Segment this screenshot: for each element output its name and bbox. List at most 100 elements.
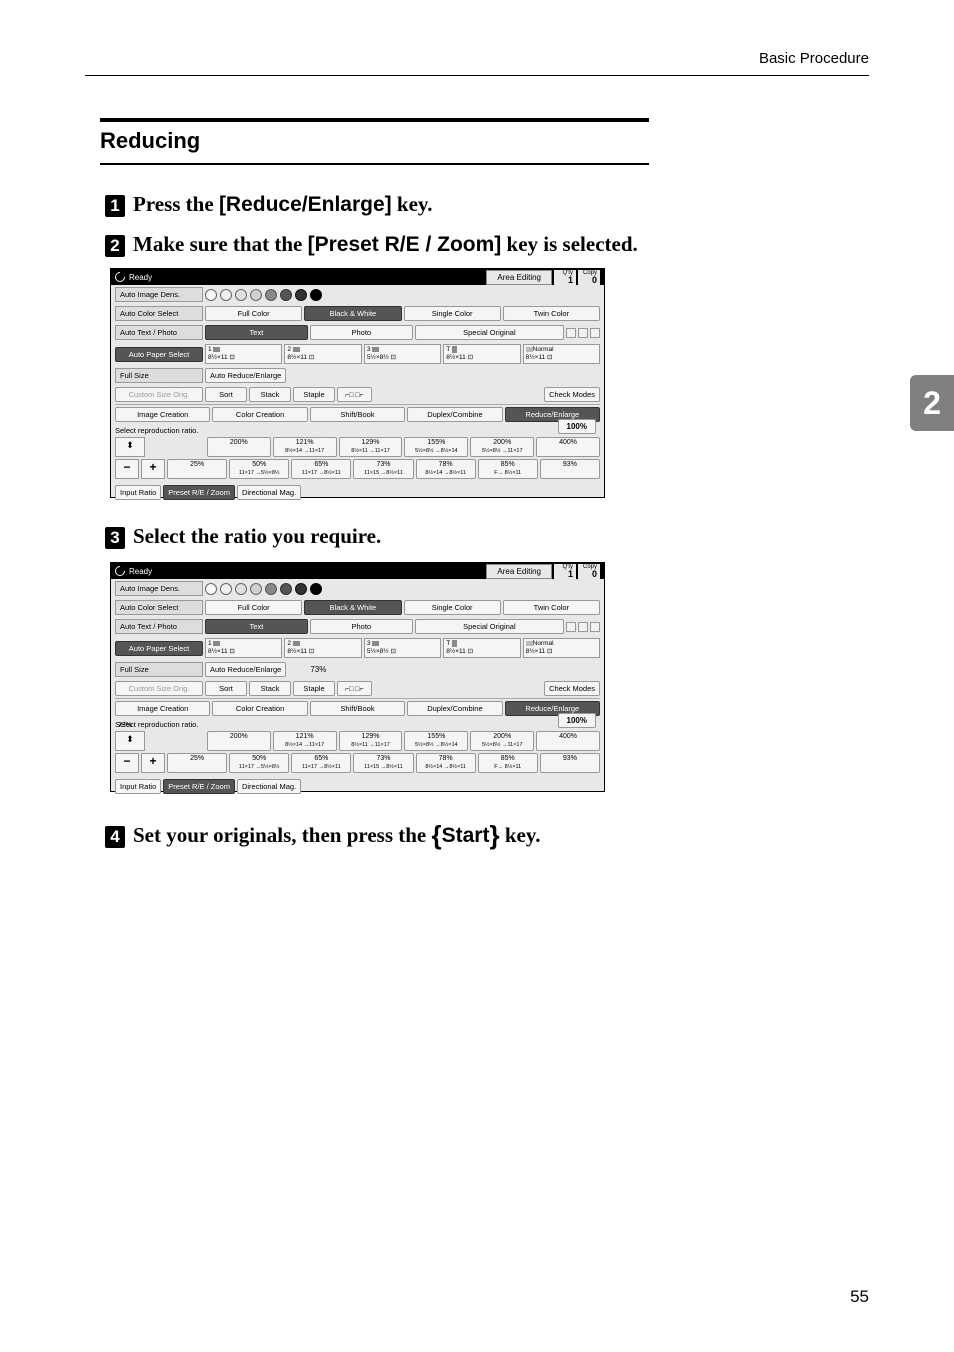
auto-text-photo-button-2[interactable]: Auto Text / Photo	[115, 619, 203, 634]
image-creation-tab-2[interactable]: Image Creation	[115, 701, 210, 716]
ratio-200-button[interactable]: 200%	[207, 437, 271, 457]
shift-book-tab-2[interactable]: Shift/Book	[310, 701, 405, 716]
auto-paper-select-button[interactable]: Auto Paper Select	[115, 347, 203, 362]
ratio-25-button[interactable]: 25%	[167, 459, 227, 479]
ratio-155-button-2[interactable]: 155%5½×8½ →8½×14	[404, 731, 468, 751]
ratio-50-button[interactable]: 50%11×17 →5½×8½	[229, 459, 289, 479]
directional-mag-button[interactable]: Directional Mag.	[237, 485, 301, 500]
ratio-100-button-2[interactable]: 100%	[558, 713, 596, 728]
ratio-78-button-2[interactable]: 78%8½×14 →8½×11	[416, 753, 476, 773]
image-creation-tab[interactable]: Image Creation	[115, 407, 210, 422]
plus-button-2[interactable]: +	[141, 753, 165, 773]
color-creation-tab[interactable]: Color Creation	[212, 407, 307, 422]
paper-tray-4b[interactable]: T 8½×11 ⊡	[443, 638, 520, 658]
preset-re-zoom-button[interactable]: Preset R/E / Zoom	[163, 485, 235, 500]
ratio-up-down-button-2[interactable]: 73%⬍	[115, 731, 145, 751]
staple-position-button[interactable]: ⌐□ □⌐	[337, 387, 372, 402]
paper-tray-bypass[interactable]: Normal8½×11 ⊡	[523, 344, 600, 364]
ratio-73-button-2-selected[interactable]: 73%11×15 →8½×11	[353, 753, 413, 773]
staple-button-2[interactable]: Staple	[293, 681, 335, 696]
ratio-up-down-button[interactable]: ⬍	[115, 437, 145, 457]
auto-reduce-enlarge-button[interactable]: Auto Reduce/Enlarge	[205, 368, 286, 383]
ratio-85-button[interactable]: 85%F→ 8½×11	[478, 459, 538, 479]
auto-color-select-button-2[interactable]: Auto Color Select	[115, 600, 203, 615]
single-color-button[interactable]: Single Color	[404, 306, 501, 321]
ratio-400-button-2[interactable]: 400%	[536, 731, 600, 751]
ratio-65-button[interactable]: 65%11×17 →8½×11	[291, 459, 351, 479]
single-color-button-2[interactable]: Single Color	[404, 600, 501, 615]
density-scale[interactable]	[205, 289, 322, 301]
photo-button-2[interactable]: Photo	[310, 619, 413, 634]
input-ratio-button-2[interactable]: Input Ratio	[115, 779, 161, 794]
ratio-25-button-2[interactable]: 25%	[167, 753, 227, 773]
ratio-93-button-2[interactable]: 93%	[540, 753, 600, 773]
color-creation-tab-2[interactable]: Color Creation	[212, 701, 307, 716]
auto-paper-select-button-2[interactable]: Auto Paper Select	[115, 641, 203, 656]
preset-re-zoom-button-2[interactable]: Preset R/E / Zoom	[163, 779, 235, 794]
black-white-button-2[interactable]: Black & White	[304, 600, 401, 615]
auto-text-photo-button[interactable]: Auto Text / Photo	[115, 325, 203, 340]
area-editing-button[interactable]: Area Editing	[486, 270, 552, 285]
orient-icon-3b[interactable]	[590, 622, 600, 632]
orient-icon-3[interactable]	[590, 328, 600, 338]
ratio-78-button[interactable]: 78%8½×14 →8½×11	[416, 459, 476, 479]
duplex-combine-tab-2[interactable]: Duplex/Combine	[407, 701, 502, 716]
black-white-button[interactable]: Black & White	[304, 306, 401, 321]
ratio-200b-button[interactable]: 200%5½×8½ →11×17	[470, 437, 534, 457]
stack-button-2[interactable]: Stack	[249, 681, 291, 696]
auto-image-density-button[interactable]: Auto Image Dens.	[115, 287, 203, 302]
ratio-100-button[interactable]: 100%	[558, 419, 596, 434]
ratio-129-button-2[interactable]: 129%8½×11 →11×17	[339, 731, 403, 751]
paper-tray-1[interactable]: 1 8½×11 ⊡	[205, 344, 282, 364]
ratio-50-button-2[interactable]: 50%11×17 →5½×8½	[229, 753, 289, 773]
paper-tray-1b[interactable]: 1 8½×11 ⊡	[205, 638, 282, 658]
ratio-200b-button-2[interactable]: 200%5½×8½ →11×17	[470, 731, 534, 751]
paper-tray-3b[interactable]: 3 5½×8½ ⊡	[364, 638, 441, 658]
auto-color-select-button[interactable]: Auto Color Select	[115, 306, 203, 321]
input-ratio-button[interactable]: Input Ratio	[115, 485, 161, 500]
minus-button-2[interactable]: −	[115, 753, 139, 773]
auto-reduce-enlarge-button-2[interactable]: Auto Reduce/Enlarge	[205, 662, 286, 677]
custom-size-orig-button[interactable]: Custom Size Orig.	[115, 387, 203, 402]
area-editing-button-2[interactable]: Area Editing	[486, 564, 552, 579]
photo-button[interactable]: Photo	[310, 325, 413, 340]
twin-color-button-2[interactable]: Twin Color	[503, 600, 600, 615]
full-color-button[interactable]: Full Color	[205, 306, 302, 321]
special-original-button-2[interactable]: Special Original	[415, 619, 564, 634]
plus-button[interactable]: +	[141, 459, 165, 479]
paper-tray-3[interactable]: 3 5½×8½ ⊡	[364, 344, 441, 364]
twin-color-button[interactable]: Twin Color	[503, 306, 600, 321]
full-color-button-2[interactable]: Full Color	[205, 600, 302, 615]
ratio-200-button-2[interactable]: 200%	[207, 731, 271, 751]
density-scale-2[interactable]	[205, 583, 322, 595]
orient-icon-2b[interactable]	[578, 622, 588, 632]
ratio-129-button[interactable]: 129%8½×11 →11×17	[339, 437, 403, 457]
custom-size-orig-button-2[interactable]: Custom Size Orig.	[115, 681, 203, 696]
paper-tray-2b[interactable]: 2 8½×11 ⊡	[284, 638, 361, 658]
ratio-400-button[interactable]: 400%	[536, 437, 600, 457]
minus-button[interactable]: −	[115, 459, 139, 479]
ratio-121-button[interactable]: 121%8½×14 →11×17	[273, 437, 337, 457]
text-button-2[interactable]: Text	[205, 619, 308, 634]
full-size-button-2[interactable]: Full Size	[115, 662, 203, 677]
sort-button[interactable]: Sort	[205, 387, 247, 402]
directional-mag-button-2[interactable]: Directional Mag.	[237, 779, 301, 794]
sort-button-2[interactable]: Sort	[205, 681, 247, 696]
paper-tray-4[interactable]: T 8½×11 ⊡	[443, 344, 520, 364]
staple-position-button-2[interactable]: ⌐□ □⌐	[337, 681, 372, 696]
ratio-93-button[interactable]: 93%	[540, 459, 600, 479]
orient-icon-2[interactable]	[578, 328, 588, 338]
paper-tray-bypass-b[interactable]: Normal8½×11 ⊡	[523, 638, 600, 658]
orient-icon-1b[interactable]	[566, 622, 576, 632]
special-original-button[interactable]: Special Original	[415, 325, 564, 340]
ratio-65-button-2[interactable]: 65%11×17 →8½×11	[291, 753, 351, 773]
ratio-121-button-2[interactable]: 121%8½×14 →11×17	[273, 731, 337, 751]
auto-image-density-button-2[interactable]: Auto Image Dens.	[115, 581, 203, 596]
orient-icon-1[interactable]	[566, 328, 576, 338]
duplex-combine-tab[interactable]: Duplex/Combine	[407, 407, 502, 422]
staple-button[interactable]: Staple	[293, 387, 335, 402]
text-button[interactable]: Text	[205, 325, 308, 340]
full-size-button[interactable]: Full Size	[115, 368, 203, 383]
ratio-85-button-2[interactable]: 85%F→ 8½×11	[478, 753, 538, 773]
paper-tray-2[interactable]: 2 8½×11 ⊡	[284, 344, 361, 364]
